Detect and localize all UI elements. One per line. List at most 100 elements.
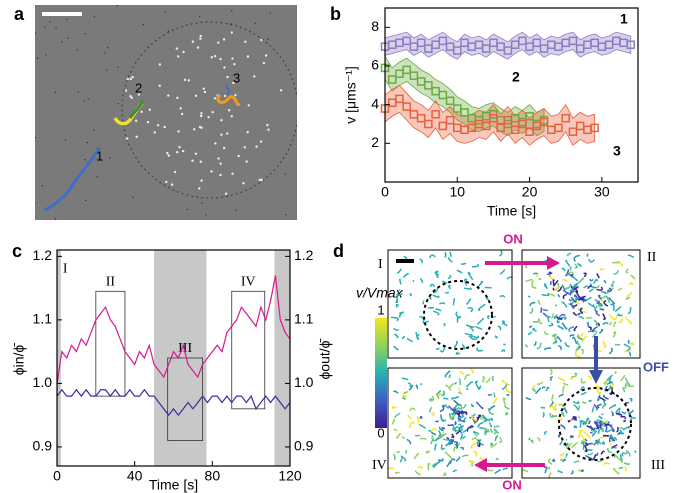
trajectory [580,348,584,355]
trajectory [464,332,473,337]
trajectory [430,395,435,403]
trajectory-label: 3 [233,70,240,85]
trajectory [422,300,425,305]
trajectory [576,332,584,338]
trajectory [442,430,445,435]
trajectory [540,307,543,313]
trajectory [549,280,552,286]
data-point [554,123,563,133]
trajectory [412,279,415,283]
trajectory [428,295,432,300]
trajectory [561,301,568,308]
trajectory [611,304,615,311]
trajectory [618,318,624,324]
annotation-box [167,357,204,441]
trajectory [545,386,550,392]
trajectory [467,307,474,313]
trajectory [457,404,463,410]
trajectory [417,465,424,470]
trajectory [551,414,558,418]
y-tick-label: 0.9 [33,438,53,454]
data-point [431,110,440,119]
trajectory [454,426,459,433]
trajectory [583,285,589,289]
trajectory [446,460,452,468]
data-point [590,123,599,133]
trajectory [622,426,631,431]
trajectory [607,287,614,294]
trajectory [395,303,400,308]
trajectory [552,279,555,286]
trajectory [580,386,585,391]
tile-frame [521,367,641,479]
shaded-region [57,250,61,466]
trajectory [598,294,602,300]
trajectory [623,462,630,466]
trajectory [470,336,477,341]
trajectory [393,428,398,432]
trajectory [430,412,435,417]
trajectory [554,403,558,411]
y2-axis-label: ϕout/ϕ̄ [317,338,333,379]
trajectory [557,286,563,292]
trajectory [503,405,510,410]
trajectory [543,466,548,474]
trajectory [593,420,597,425]
trajectory [482,375,486,381]
trajectory [577,262,582,267]
plot-frame [384,7,639,183]
trajectory [557,325,564,330]
trajectory [580,378,587,384]
trajectory [402,396,407,400]
trajectory [602,420,608,424]
trajectory [630,274,636,280]
trajectory [593,305,598,309]
trajectory [468,416,472,419]
trajectory [450,433,455,439]
trajectory [475,325,483,330]
trajectory [556,418,564,421]
trajectory [536,342,542,350]
trajectory [484,427,488,431]
trajectory [532,327,537,332]
trajectory [577,405,581,410]
trajectory [602,313,606,320]
trajectory [471,263,479,268]
trajectory [571,441,578,449]
trajectory [575,346,579,352]
trajectory [544,285,549,289]
trajectory [489,422,493,428]
trajectory [489,428,494,434]
trajectory [537,381,544,386]
trajectory [589,278,594,282]
trajectory [431,434,435,441]
trajectory [586,253,589,258]
trajectory [533,272,539,276]
trajectory [549,376,553,382]
trajectory [497,325,502,331]
trajectory [493,392,496,398]
trajectory [476,317,485,325]
data-point [539,117,549,127]
trajectory [440,418,447,422]
trajectory [603,424,608,433]
trajectory [499,249,503,257]
trajectory [544,330,549,335]
trajectory [441,280,448,284]
trajectory [586,442,594,447]
trajectory [466,388,469,391]
trajectory [612,261,620,264]
trajectory [608,297,616,305]
trajectory [617,287,622,291]
trajectory [399,278,402,285]
trajectory [414,470,421,476]
trajectory [432,460,441,468]
trajectory [471,328,474,332]
error-band [384,54,545,137]
trajectory [619,454,623,461]
trajectory [440,444,446,451]
trajectory [591,326,598,332]
trajectory [603,300,609,307]
trajectory [419,437,427,441]
trajectory [549,369,553,376]
